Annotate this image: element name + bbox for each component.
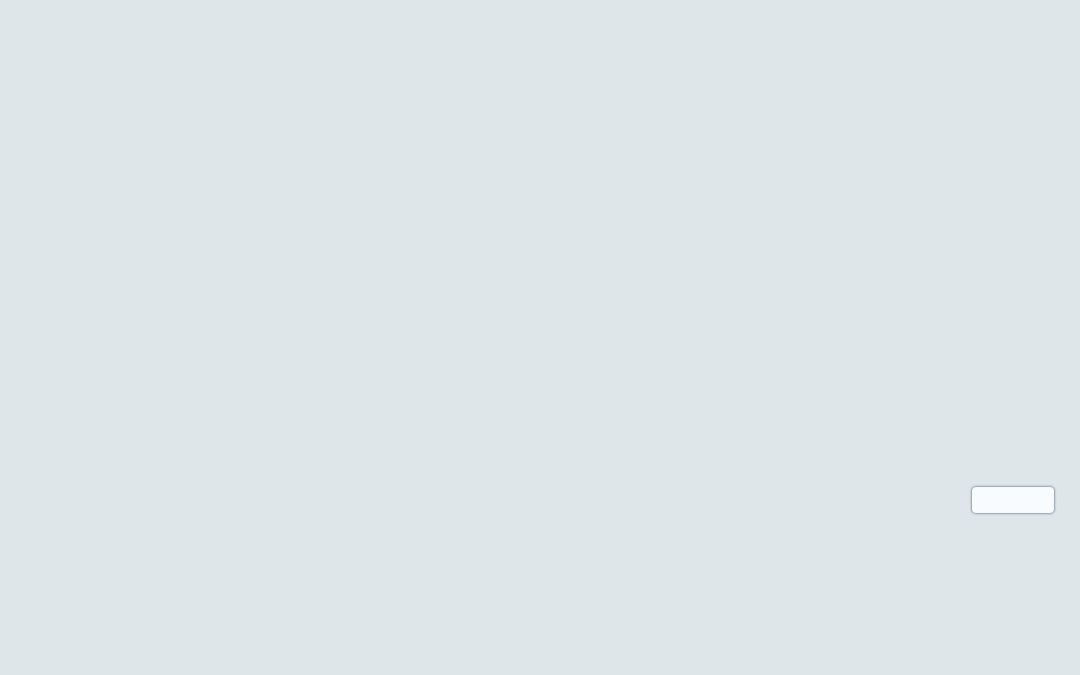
legend-item-no-echo: [980, 495, 1048, 506]
reflectivity-legend: [971, 486, 1055, 514]
